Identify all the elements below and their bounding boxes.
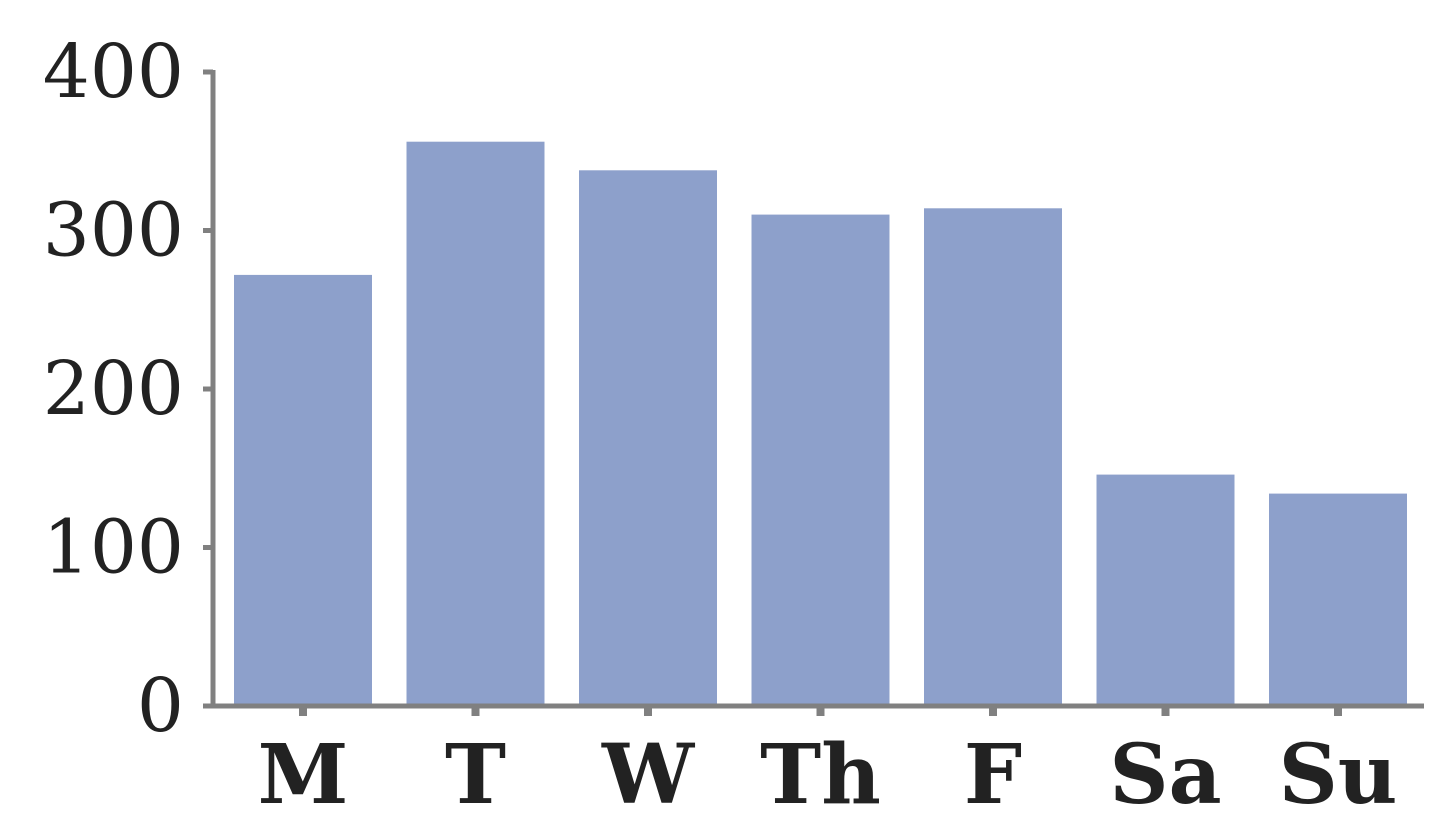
bar-w	[579, 170, 717, 707]
y-tick-label-400: 400	[43, 29, 184, 115]
x-tick-label-th: Th	[760, 727, 881, 823]
x-tick-label-sa: Sa	[1109, 727, 1221, 823]
x-axis-ticks: M T W Th F Sa Su	[258, 706, 1398, 823]
y-tick-label-100: 100	[43, 505, 184, 591]
bar-th	[751, 214, 890, 706]
x-tick-label-w: W	[601, 727, 696, 823]
x-tick-label-m: M	[258, 727, 349, 823]
y-tick-label-200: 200	[43, 346, 184, 432]
y-tick-label-0: 0	[137, 663, 184, 749]
bar-group	[234, 141, 1407, 707]
x-tick-label-su: Su	[1279, 727, 1398, 823]
bar-t	[406, 141, 545, 706]
y-tick-label-300: 300	[43, 188, 184, 274]
bar-m	[234, 274, 372, 706]
y-axis-ticks: 0 100 200 300 400	[43, 29, 213, 749]
bar-sa	[1096, 474, 1235, 706]
x-tick-label-t: T	[445, 727, 506, 823]
bar-f	[924, 208, 1062, 707]
x-tick-label-f: F	[964, 727, 1022, 823]
bar-su	[1269, 493, 1407, 706]
